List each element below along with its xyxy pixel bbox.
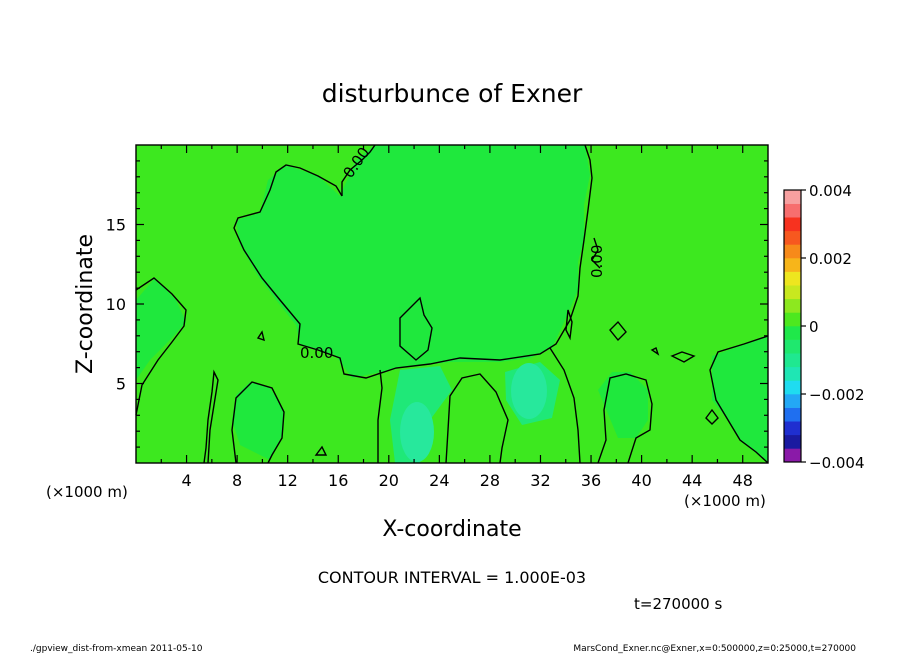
contour-line: [709, 335, 769, 464]
contour-label: 0.00: [300, 344, 333, 362]
x-tick-label: 44: [682, 471, 702, 490]
zero-region: [136, 278, 186, 380]
time-text: t=270000 s: [634, 595, 722, 613]
x-axis-ticks: 4 8 12 16 20 24 28 32 36 40 44 48: [160, 145, 753, 490]
colorbar-swatch: [784, 258, 801, 272]
x-tick-label: 16: [328, 471, 348, 490]
colorbar-swatch: [784, 434, 801, 449]
contour-line: [670, 351, 696, 363]
y-axis-ticks: 5 10 15: [106, 160, 768, 448]
x-axis-label: X-coordinate: [382, 517, 521, 542]
colorbar-swatch: [784, 271, 801, 286]
contour-line: [565, 309, 573, 341]
contour-line: [399, 296, 433, 361]
footer-right: MarsCond_Exner.nc@Exner,x=0:500000,z=0:2…: [573, 644, 856, 654]
x-unit-right: (×1000 m): [684, 492, 766, 510]
contour-line: [609, 320, 627, 342]
contour-interval-text: CONTOUR INTERVAL = 1.000E-03: [318, 568, 586, 587]
contour-line: [341, 144, 376, 196]
contour-line: [591, 237, 601, 269]
zero-region: [598, 372, 648, 438]
colorbar-tick-label: 0.004: [809, 182, 852, 200]
contour-line: [597, 373, 653, 464]
colorbar-swatch: [784, 312, 801, 327]
y-axis-label: Z-coordinate: [73, 234, 98, 374]
zero-region: [232, 382, 284, 460]
contour-line: [445, 373, 509, 464]
colorbar-swatch: [784, 217, 801, 232]
contour-line: [203, 369, 219, 464]
x-unit-left: (×1000 m): [46, 483, 128, 501]
contour-line: [256, 330, 265, 342]
colorbar-swatch: [784, 448, 801, 463]
colorbar-tick-label: −0.004: [809, 454, 865, 472]
footer-left: ./gpview_dist-from-xmean 2011-05-10: [30, 644, 203, 654]
colorbar-swatch: [784, 230, 801, 245]
colorbar-swatch: [784, 353, 801, 368]
contour-line: [377, 369, 383, 463]
colorbar-swatch: [784, 339, 801, 354]
colorbar: [784, 190, 801, 463]
zero-region: [712, 336, 768, 463]
contour-line: [233, 144, 593, 379]
contour-line: [549, 347, 581, 464]
colorbar-swatch: [784, 244, 801, 259]
x-tick-label: 20: [379, 471, 399, 490]
y-tick-label: 10: [106, 295, 126, 314]
contour-lines: [135, 144, 769, 464]
contour-label: 0.00: [588, 245, 606, 278]
colorbar-swatch: [784, 407, 801, 422]
x-tick-label: 40: [631, 471, 651, 490]
colorbar-tick-label: −0.002: [809, 386, 865, 404]
colorbar-labels: 0.004 0.002 0 −0.002 −0.004: [801, 182, 865, 472]
colorbar-swatch: [784, 190, 801, 204]
negative-core: [511, 363, 547, 419]
x-tick-label: 4: [181, 471, 191, 490]
colorbar-swatch: [784, 285, 801, 300]
zero-region: [236, 145, 590, 378]
colorbar-tick-label: 0.002: [809, 250, 852, 268]
chart-title: disturbunce of Exner: [322, 79, 583, 108]
colorbar-swatch: [784, 380, 801, 395]
x-tick-label: 48: [733, 471, 753, 490]
colorbar-swatch: [784, 421, 801, 436]
colorbar-swatch: [784, 326, 801, 340]
y-tick-label: 5: [116, 375, 126, 394]
plot-area: 0.00 0.00 0.00: [135, 144, 769, 464]
contour-line: [135, 277, 187, 416]
x-tick-label: 32: [530, 471, 550, 490]
contour-line: [231, 381, 285, 464]
colorbar-swatch: [784, 366, 801, 381]
y-tick-label: 15: [106, 216, 126, 235]
contour-line: [705, 408, 719, 425]
colorbar-swatch: [784, 298, 801, 313]
x-tick-label: 36: [581, 471, 601, 490]
colorbar-tick-label: 0: [809, 318, 819, 336]
x-tick-label: 28: [480, 471, 500, 490]
contour-line: [314, 445, 328, 456]
colorbar-swatch: [784, 203, 801, 218]
x-tick-label: 12: [278, 471, 298, 490]
colorbar-swatch: [784, 394, 801, 408]
negative-core: [400, 402, 434, 462]
x-tick-label: 24: [429, 471, 449, 490]
x-tick-label: 8: [232, 471, 242, 490]
contour-line: [650, 347, 660, 356]
